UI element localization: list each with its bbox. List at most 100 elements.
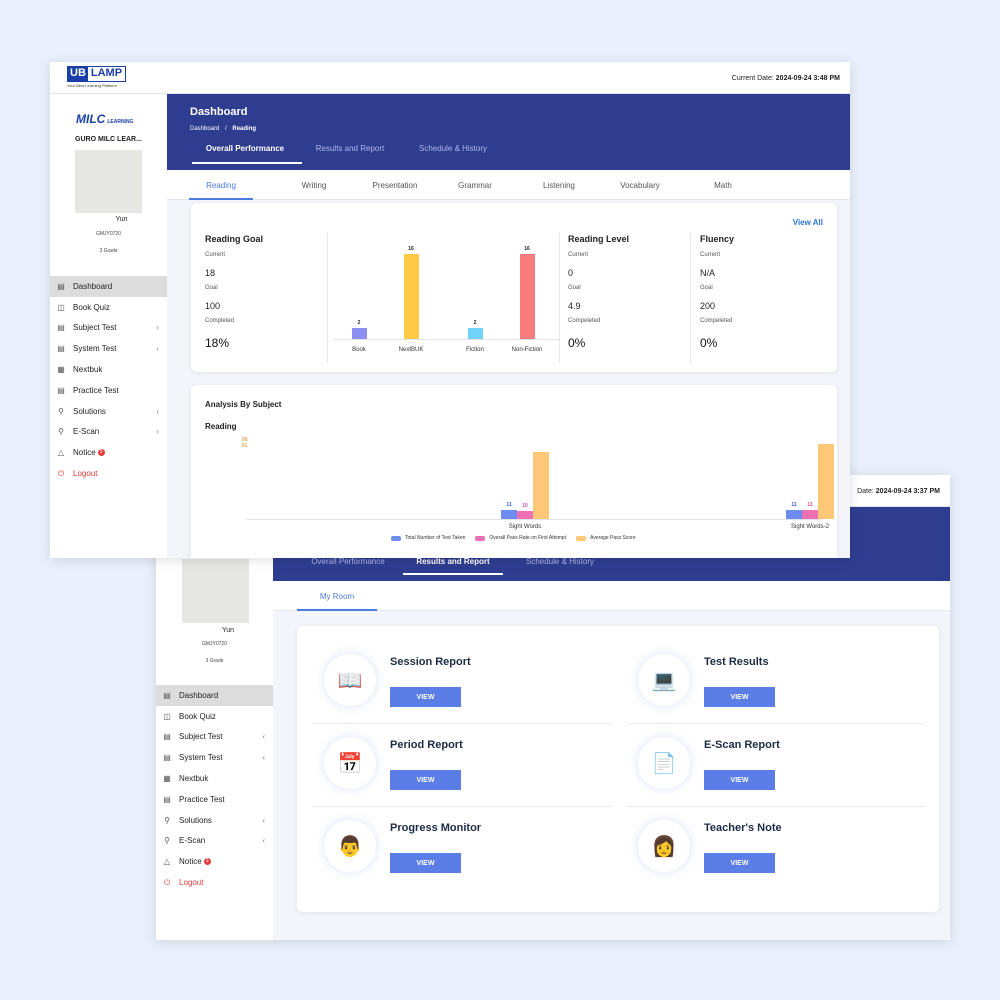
escan-report-icon: 📄	[651, 752, 677, 775]
tab-schedule-history[interactable]: Schedule & History	[525, 557, 595, 566]
power-icon: ⏻	[57, 468, 65, 478]
subtab-writing[interactable]: Writing	[301, 181, 327, 190]
current-date: Date: 2024-09-24 3:37 PM	[857, 488, 940, 495]
chart-baseline	[246, 519, 821, 520]
session-report-view-button[interactable]: VIEW	[390, 687, 461, 707]
library-icon: ▦	[57, 365, 65, 375]
menu-nextbuk[interactable]: ▦ Nextbuk	[163, 774, 209, 784]
chevron-left-icon: ‹	[156, 323, 159, 333]
menu-solutions[interactable]: ⚲ Solutions ‹	[50, 401, 167, 422]
reading-level-current: 0	[568, 268, 574, 278]
legend-label: Total Number of Test Taken	[405, 535, 466, 541]
test-results-view-button[interactable]: VIEW	[704, 687, 775, 707]
side-menu: ▤ Dashboard ◫ Book Quiz ▤ Subject Test ‹ ▤ Sy…	[156, 685, 273, 893]
menu-practice-test[interactable]: ▤ Practice Test	[163, 794, 225, 804]
power-icon: ⏻	[163, 877, 171, 887]
breadcrumb-root[interactable]: Dashboard	[190, 126, 220, 132]
report-title: Period Report	[390, 739, 463, 751]
subtab-underline	[297, 609, 377, 611]
analysis-bar	[533, 451, 549, 519]
chevron-left-icon: ‹	[156, 427, 159, 437]
menu-logout[interactable]: ⏻ Logout	[57, 468, 98, 479]
user-name: Yun	[221, 627, 235, 634]
goal-bar	[520, 253, 535, 339]
menu-system-test[interactable]: ▤ System Test ‹	[57, 344, 159, 354]
page-title: Dashboard	[190, 106, 248, 118]
reading-level-title: Reading Level	[568, 234, 630, 244]
analysis-bar	[517, 510, 533, 519]
tab-results-report[interactable]: Results and Report	[416, 557, 490, 566]
school-logo: MILC LEARNING	[76, 112, 134, 126]
menu-book-quiz[interactable]: ◫ Book Quiz	[57, 302, 110, 312]
subtab-vocabulary[interactable]: Vocabulary	[620, 181, 660, 190]
subtab-math[interactable]: Math	[714, 181, 732, 190]
analysis-bar	[802, 509, 818, 519]
menu-book-quiz[interactable]: ◫ Book Quiz	[163, 711, 216, 721]
view-all-link[interactable]: View All	[792, 218, 823, 227]
bar-value-label: 2	[473, 320, 477, 327]
menu-escan[interactable]: ⚲ E-Scan ‹	[50, 422, 167, 443]
active-tab-underline	[192, 162, 302, 164]
page-header: Dashboard Dashboard / Reading Overall Pe…	[167, 94, 850, 170]
chevron-left-icon: ‹	[156, 344, 159, 354]
goal-bar	[468, 328, 483, 339]
analysis-bar	[786, 509, 802, 519]
y-tick: 90	[242, 437, 248, 443]
menu-practice-test[interactable]: ▤ Practice Test	[57, 385, 119, 395]
bar-value-label: 16	[524, 245, 530, 252]
side-menu: ▤ Dashboard ◫ Book Quiz ▤ Subject Test ‹ ▤ Sy…	[50, 276, 167, 484]
active-tab-underline	[403, 573, 503, 575]
legend-swatch	[391, 535, 401, 541]
chart-legend: Total Number of Test Taken Overall Pass R…	[391, 535, 636, 541]
session-report-icon-circle: 📖	[324, 654, 376, 706]
subject-tabs: Reading Writing Presentation Grammar Lis…	[167, 170, 850, 200]
logo: UB LAMP Your Best Learning Platform	[67, 66, 127, 88]
user-id: GMJY0720	[201, 641, 227, 647]
subtab-grammar[interactable]: Grammar	[458, 181, 492, 190]
menu-escan[interactable]: ⚲ E-Scan ‹	[156, 831, 273, 852]
subtab-listening[interactable]: Listening	[542, 181, 576, 190]
subtab-my-room[interactable]: My Room	[319, 592, 355, 601]
bar-value-label: 11	[791, 501, 797, 508]
reading-level-goal: 4.9	[568, 301, 581, 311]
warning-icon: △	[57, 448, 65, 458]
tab-overall-performance[interactable]: Overall Performance	[205, 144, 285, 153]
test-results-icon-circle: 💻	[638, 654, 690, 706]
tab-results-report[interactable]: Results and Report	[315, 144, 385, 153]
menu-subject-test[interactable]: ▤ Subject Test ‹	[163, 732, 265, 742]
menu-dashboard[interactable]: ▤ Dashboard	[50, 276, 167, 297]
teachers-note-icon-circle: 👩	[638, 820, 690, 872]
reading-goal-current: 18	[205, 268, 216, 278]
bar-value-label: 10	[522, 502, 528, 509]
divider	[627, 723, 925, 724]
menu-notice[interactable]: △ Notice 5	[50, 442, 167, 463]
tab-overall-performance[interactable]: Overall Performance	[311, 557, 385, 566]
menu-solutions[interactable]: ⚲ Solutions ‹	[156, 810, 273, 831]
category-label: Sight Words	[508, 524, 542, 530]
tab-schedule-history[interactable]: Schedule & History	[418, 144, 488, 153]
menu-system-test[interactable]: ▤ System Test ‹	[163, 753, 265, 763]
period-report-view-button[interactable]: VIEW	[390, 770, 461, 790]
teachers-note-view-button[interactable]: VIEW	[704, 853, 775, 873]
subtab-presentation[interactable]: Presentation	[372, 181, 418, 190]
bar-value-label: 2	[357, 320, 361, 327]
sidebar: Yun GMJY0720 3 Grade ▤ Dashboard ◫ Book Qu…	[156, 507, 273, 940]
chevron-left-icon: ‹	[262, 753, 265, 763]
legend-label: Overall Pass Rate on First Attempt	[489, 535, 567, 541]
notice-badge: 3	[203, 858, 211, 866]
report-title: E-Scan Report	[704, 739, 780, 751]
test-icon: ▤	[57, 323, 65, 333]
menu-notice[interactable]: △ Notice 3	[156, 851, 273, 872]
menu-logout[interactable]: ⏻ Logout	[163, 877, 204, 888]
legend-item: Overall Pass Rate on First Attempt	[475, 535, 566, 541]
menu-subject-test[interactable]: ▤ Subject Test ‹	[57, 323, 159, 333]
breadcrumb-current: Reading	[232, 126, 257, 132]
goal-bar	[404, 253, 419, 339]
progress-monitor-view-button[interactable]: VIEW	[390, 853, 461, 873]
escan-report-view-button[interactable]: VIEW	[704, 770, 775, 790]
menu-dashboard[interactable]: ▤ Dashboard	[156, 685, 273, 706]
subtab-reading[interactable]: Reading	[206, 181, 236, 190]
search-icon: ⚲	[164, 815, 170, 825]
divider	[627, 806, 925, 807]
menu-nextbuk[interactable]: ▦ Nextbuk	[57, 365, 103, 375]
